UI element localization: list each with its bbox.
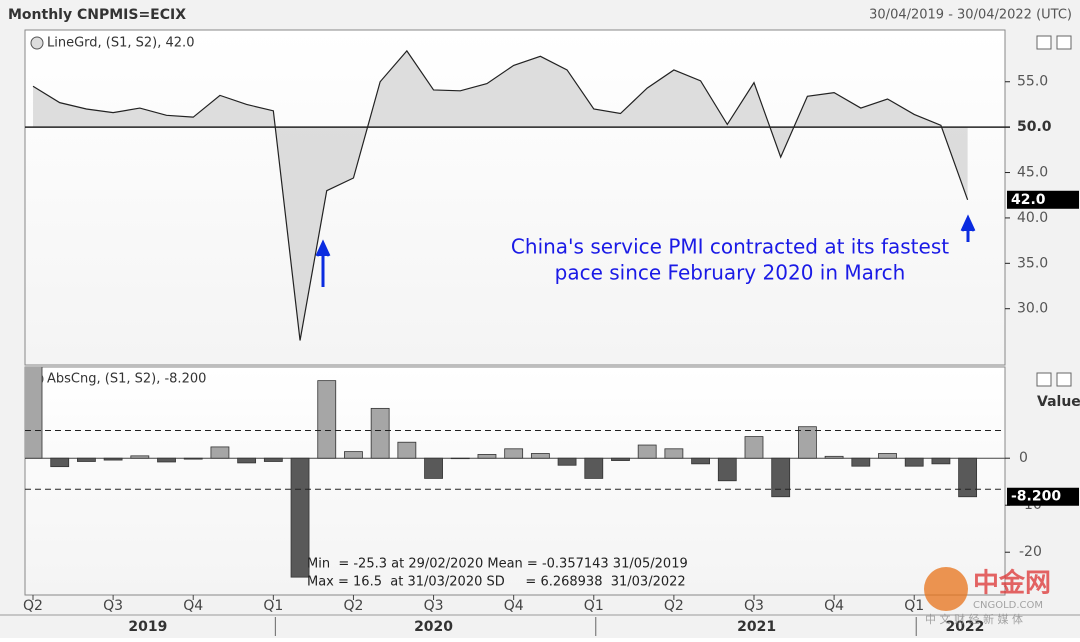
x-tick-label: Q2: [664, 598, 684, 614]
panel-button[interactable]: [1037, 36, 1051, 49]
x-tick-label: Q3: [744, 598, 764, 614]
bar: [238, 458, 256, 463]
x-tick-label: Q3: [424, 598, 444, 614]
title: Monthly CNPMIS=ECIX: [8, 7, 186, 23]
bar: [184, 458, 202, 459]
legend-icon: [31, 37, 43, 49]
date-range: 30/04/2019 - 30/04/2022 (UTC): [869, 8, 1072, 23]
legend: LineGrd, (S1, S2), 42.0: [47, 36, 194, 51]
watermark-logo: [924, 567, 968, 611]
bar: [158, 458, 176, 462]
watermark: 中金网: [973, 568, 1051, 599]
x-tick-label: Q3: [103, 598, 123, 614]
x-tick-label: Q1: [904, 598, 924, 614]
bar: [51, 458, 69, 466]
bar: [318, 381, 336, 459]
annotation: pace since February 2020 in March: [555, 261, 906, 285]
bar: [959, 458, 977, 497]
bar: [879, 453, 897, 458]
legend: AbsCng, (S1, S2), -8.200: [47, 372, 206, 387]
year-label: 2021: [737, 619, 776, 635]
x-tick-label: Q4: [824, 598, 844, 614]
x-tick-label: Q2: [343, 598, 363, 614]
y-tick-label: 55.0: [1017, 74, 1048, 90]
bar: [692, 458, 710, 464]
x-tick-label: Q1: [263, 598, 283, 614]
last-value-label: -8.200: [1011, 489, 1061, 505]
bar: [478, 454, 496, 458]
bar: [932, 458, 950, 464]
watermark: CNGOLD.COM: [973, 600, 1043, 611]
bar: [638, 445, 656, 458]
y-tick-label: 30.0: [1017, 301, 1048, 317]
bar: [398, 442, 416, 458]
bar: [425, 458, 443, 478]
bar: [77, 458, 95, 461]
bar: [745, 437, 763, 459]
y-axis-label: Value: [1037, 394, 1080, 410]
y-tick-label: 45.0: [1017, 165, 1048, 181]
bar: [905, 458, 923, 466]
bar: [371, 408, 389, 458]
y-tick-label: 0: [1019, 450, 1028, 466]
y-tick-label: -20: [1019, 544, 1042, 560]
bar: [131, 456, 149, 458]
bar: [825, 456, 843, 458]
panel-button[interactable]: [1037, 373, 1051, 386]
x-tick-label: Q2: [23, 598, 43, 614]
x-tick-label: Q4: [183, 598, 203, 614]
bar: [505, 449, 523, 458]
last-value-label: 42.0: [1011, 192, 1046, 208]
panel-close[interactable]: [1057, 36, 1071, 49]
bar: [344, 452, 362, 459]
stats: Min = -25.3 at 29/02/2020 Mean = -0.3571…: [307, 557, 688, 572]
bar: [211, 447, 229, 458]
x-tick-label: Q1: [584, 598, 604, 614]
bar: [718, 458, 736, 481]
bar: [585, 458, 603, 478]
year-label: 2020: [414, 619, 453, 635]
y-tick-label: 35.0: [1017, 255, 1048, 271]
bar: [665, 449, 683, 458]
bar: [558, 458, 576, 465]
bar: [264, 458, 282, 461]
panel-close[interactable]: [1057, 373, 1071, 386]
stats: Max = 16.5 at 31/03/2020 SD = 6.268938 3…: [307, 575, 686, 590]
bar: [531, 453, 549, 458]
bar: [852, 458, 870, 466]
annotation: China's service PMI contracted at its fa…: [511, 235, 949, 259]
bar: [104, 458, 122, 460]
year-label: 2019: [128, 619, 167, 635]
watermark: 中 文 财 经 新 媒 体: [925, 612, 1023, 626]
bar: [772, 458, 790, 497]
x-tick-label: Q4: [504, 598, 524, 614]
y-tick-label: 40.0: [1017, 210, 1048, 226]
bar: [798, 427, 816, 458]
y-tick-label: 50.0: [1017, 119, 1052, 135]
bar: [611, 458, 629, 460]
